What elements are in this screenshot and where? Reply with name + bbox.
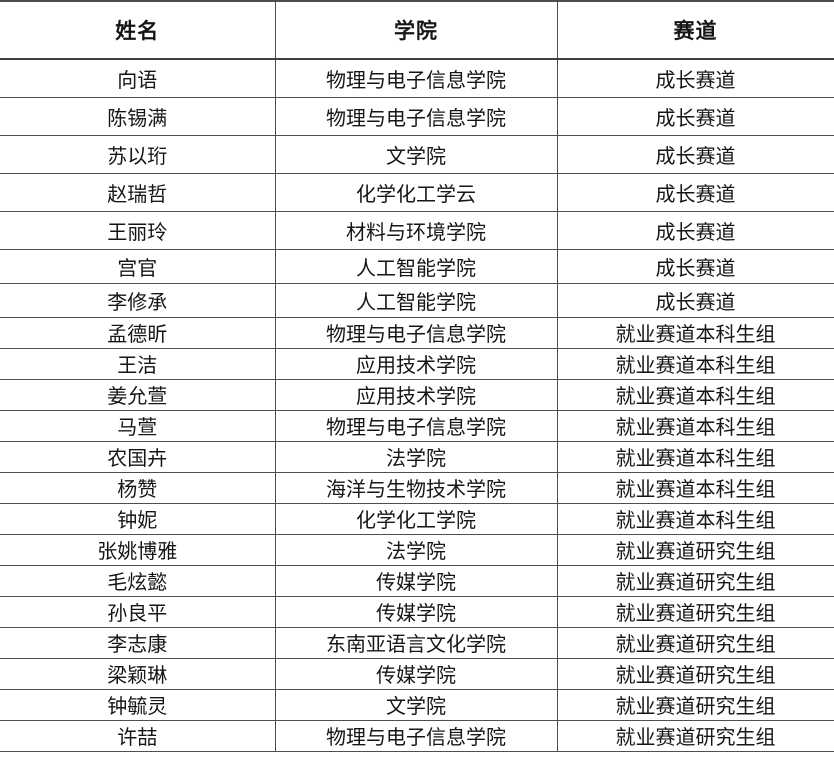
table-row: 农国卉 法学院 就业赛道本科生组 xyxy=(0,441,834,473)
cell-name: 赵瑞哲 xyxy=(0,173,275,212)
cell-track: 就业赛道研究生组 xyxy=(556,534,834,566)
cell-name: 钟毓灵 xyxy=(0,689,275,721)
cell-college: 物理与电子信息学院 xyxy=(274,410,557,442)
table-row: 马萱 物理与电子信息学院 就业赛道本科生组 xyxy=(0,410,834,442)
cell-track: 就业赛道研究生组 xyxy=(556,596,834,628)
cell-college: 法学院 xyxy=(274,441,557,473)
cell-name: 毛炫懿 xyxy=(0,565,275,597)
cell-track: 就业赛道本科生组 xyxy=(556,410,834,442)
table-row: 毛炫懿 传媒学院 就业赛道研究生组 xyxy=(0,565,834,597)
cell-college: 物理与电子信息学院 xyxy=(274,97,557,136)
table-row: 王洁 应用技术学院 就业赛道本科生组 xyxy=(0,348,834,380)
cell-track: 就业赛道研究生组 xyxy=(556,627,834,659)
table-row: 张姚博雅 法学院 就业赛道研究生组 xyxy=(0,534,834,566)
table-row: 钟妮 化学化工学院 就业赛道本科生组 xyxy=(0,503,834,535)
cell-college: 物理与电子信息学院 xyxy=(274,720,557,752)
cell-name: 孙良平 xyxy=(0,596,275,628)
table-row: 赵瑞哲 化学化工学云 成长赛道 xyxy=(0,173,834,212)
cell-college: 化学化工学院 xyxy=(274,503,557,535)
cell-name: 孟德昕 xyxy=(0,317,275,349)
cell-college: 材料与环境学院 xyxy=(274,211,557,250)
cell-name: 陈锡满 xyxy=(0,97,275,136)
cell-college: 传媒学院 xyxy=(274,658,557,690)
cell-track: 就业赛道研究生组 xyxy=(556,689,834,721)
cell-name: 向语 xyxy=(0,59,275,98)
cell-track: 就业赛道本科生组 xyxy=(556,441,834,473)
cell-name: 王洁 xyxy=(0,348,275,380)
column-header-name: 姓名 xyxy=(0,1,275,60)
cell-college: 应用技术学院 xyxy=(274,348,557,380)
column-header-track: 赛道 xyxy=(556,1,834,60)
cell-college: 法学院 xyxy=(274,534,557,566)
cell-name: 宫官 xyxy=(0,249,275,284)
cell-track: 成长赛道 xyxy=(556,283,834,318)
cell-name: 李修承 xyxy=(0,283,275,318)
column-header-college: 学院 xyxy=(274,1,557,60)
cell-name: 张姚博雅 xyxy=(0,534,275,566)
cell-college: 传媒学院 xyxy=(274,565,557,597)
cell-name: 许喆 xyxy=(0,720,275,752)
cell-college: 物理与电子信息学院 xyxy=(274,317,557,349)
cell-name: 李志康 xyxy=(0,627,275,659)
table-row: 李修承 人工智能学院 成长赛道 xyxy=(0,283,834,318)
cell-track: 成长赛道 xyxy=(556,173,834,212)
cell-college: 文学院 xyxy=(274,689,557,721)
table-row: 孙良平 传媒学院 就业赛道研究生组 xyxy=(0,596,834,628)
cell-name: 马萱 xyxy=(0,410,275,442)
cell-college: 传媒学院 xyxy=(274,596,557,628)
cell-name: 王丽玲 xyxy=(0,211,275,250)
cell-track: 就业赛道本科生组 xyxy=(556,379,834,411)
cell-track: 成长赛道 xyxy=(556,211,834,250)
table-row: 苏以珩 文学院 成长赛道 xyxy=(0,135,834,174)
cell-track: 就业赛道本科生组 xyxy=(556,317,834,349)
cell-college: 应用技术学院 xyxy=(274,379,557,411)
cell-track: 就业赛道本科生组 xyxy=(556,503,834,535)
table-row: 姜允萱 应用技术学院 就业赛道本科生组 xyxy=(0,379,834,411)
table-row: 孟德昕 物理与电子信息学院 就业赛道本科生组 xyxy=(0,317,834,349)
cell-name: 苏以珩 xyxy=(0,135,275,174)
cell-college: 东南亚语言文化学院 xyxy=(274,627,557,659)
table-row: 宫官 人工智能学院 成长赛道 xyxy=(0,249,834,284)
cell-track: 成长赛道 xyxy=(556,135,834,174)
cell-name: 梁颖琳 xyxy=(0,658,275,690)
table-row: 陈锡满 物理与电子信息学院 成长赛道 xyxy=(0,97,834,136)
cell-college: 人工智能学院 xyxy=(274,283,557,318)
table-row: 向语 物理与电子信息学院 成长赛道 xyxy=(0,59,834,98)
table-row: 李志康 东南亚语言文化学院 就业赛道研究生组 xyxy=(0,627,834,659)
cell-name: 杨赞 xyxy=(0,472,275,504)
cell-name: 姜允萱 xyxy=(0,379,275,411)
cell-name: 钟妮 xyxy=(0,503,275,535)
cell-college: 海洋与生物技术学院 xyxy=(274,472,557,504)
cell-track: 就业赛道本科生组 xyxy=(556,348,834,380)
table-header: 姓名 学院 赛道 xyxy=(0,1,834,60)
cell-college: 化学化工学云 xyxy=(274,173,557,212)
table-row: 钟毓灵 文学院 就业赛道研究生组 xyxy=(0,689,834,721)
cell-college: 人工智能学院 xyxy=(274,249,557,284)
cell-track: 就业赛道研究生组 xyxy=(556,658,834,690)
cell-college: 文学院 xyxy=(274,135,557,174)
table-row: 杨赞 海洋与生物技术学院 就业赛道本科生组 xyxy=(0,472,834,504)
cell-track: 成长赛道 xyxy=(556,59,834,98)
cell-track: 就业赛道本科生组 xyxy=(556,472,834,504)
header-row: 姓名 学院 赛道 xyxy=(0,1,834,60)
table-row: 许喆 物理与电子信息学院 就业赛道研究生组 xyxy=(0,720,834,752)
table-row: 梁颖琳 传媒学院 就业赛道研究生组 xyxy=(0,658,834,690)
cell-name: 农国卉 xyxy=(0,441,275,473)
cell-track: 就业赛道研究生组 xyxy=(556,565,834,597)
table-row: 王丽玲 材料与环境学院 成长赛道 xyxy=(0,211,834,250)
cell-track: 就业赛道研究生组 xyxy=(556,720,834,752)
cell-college: 物理与电子信息学院 xyxy=(274,59,557,98)
cell-track: 成长赛道 xyxy=(556,249,834,284)
table-body: 向语 物理与电子信息学院 成长赛道 陈锡满 物理与电子信息学院 成长赛道 苏以珩 文学院 成长赛… xyxy=(0,59,834,752)
cell-track: 成长赛道 xyxy=(556,97,834,136)
